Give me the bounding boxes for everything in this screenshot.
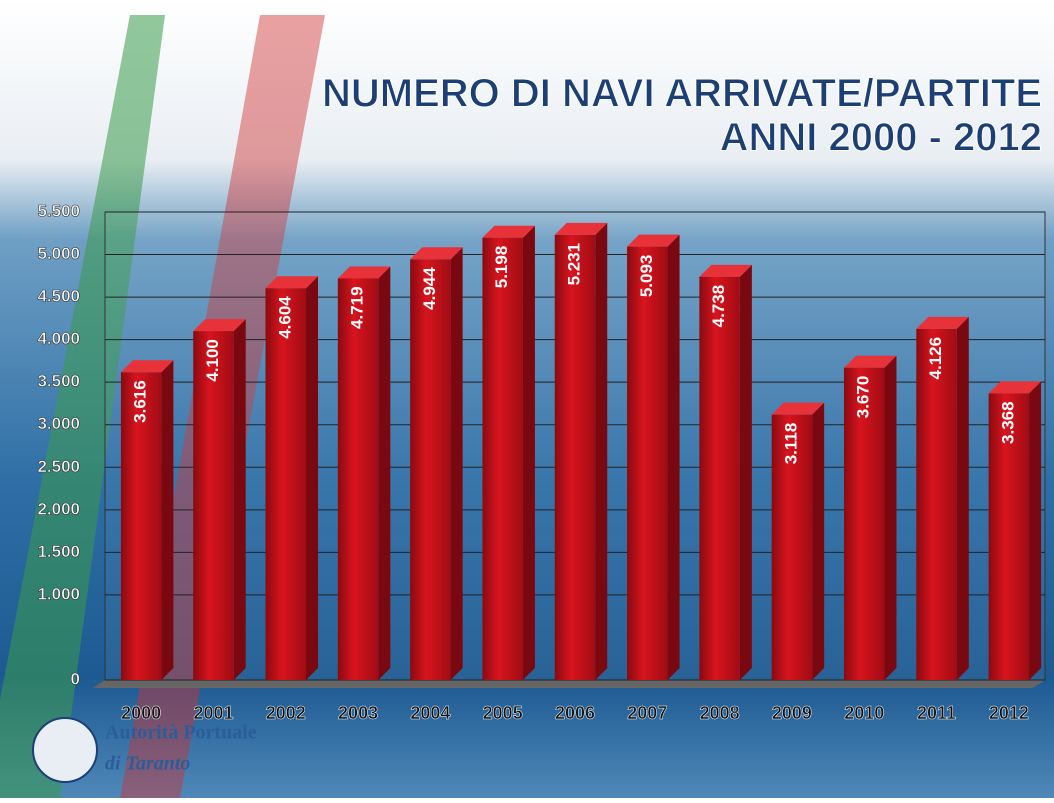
chart-title: NUMERO DI NAVI ARRIVATE/PARTITE xyxy=(322,72,1042,116)
x-tick-label: 2003 xyxy=(338,703,378,723)
value-label: 3.118 xyxy=(781,423,800,465)
bar-side xyxy=(378,266,390,680)
y-tick-label: 3.000 xyxy=(37,414,80,433)
x-tick-label: 2012 xyxy=(989,703,1029,723)
bar-side xyxy=(161,360,173,680)
x-tick-label: 2010 xyxy=(844,703,884,723)
bar xyxy=(627,247,667,680)
x-tick-label: 2009 xyxy=(772,703,812,723)
bar-side xyxy=(884,356,896,680)
x-tick-label: 2011 xyxy=(917,703,956,723)
value-label: 5.231 xyxy=(564,243,583,286)
y-tick-label: 3.500 xyxy=(37,372,80,391)
value-label: 4.604 xyxy=(275,296,294,339)
x-tick-label: 2000 xyxy=(121,703,161,723)
value-label: 5.198 xyxy=(492,246,511,289)
bar-side xyxy=(740,265,752,680)
x-tick-label: 2007 xyxy=(627,703,667,723)
y-tick-label: 0 xyxy=(71,669,80,688)
value-label: 3.616 xyxy=(131,380,150,423)
y-tick-label: 4.500 xyxy=(37,287,80,306)
floor xyxy=(93,680,1045,688)
y-tick-label: 1.500 xyxy=(37,542,80,561)
bar xyxy=(699,277,739,680)
bar-side xyxy=(668,235,680,680)
value-label: 3.670 xyxy=(854,376,873,419)
x-tick-label: 2008 xyxy=(700,703,740,723)
bar xyxy=(555,235,595,680)
bar xyxy=(193,331,233,680)
bar-side xyxy=(451,247,463,680)
value-label: 4.738 xyxy=(709,285,728,328)
logo-line2: di Taranto xyxy=(105,753,190,775)
bar xyxy=(410,259,450,680)
bar xyxy=(916,329,956,680)
bar-side xyxy=(957,317,969,680)
bar xyxy=(338,278,378,680)
y-tick-label: 2.500 xyxy=(37,457,80,476)
y-tick-label: 4.000 xyxy=(37,329,80,348)
bar-side xyxy=(812,403,824,680)
x-tick-label: 2006 xyxy=(555,703,595,723)
value-label: 5.093 xyxy=(637,255,656,298)
value-label: 4.126 xyxy=(926,337,945,380)
logo-emblem xyxy=(33,718,97,782)
bar xyxy=(266,288,306,680)
chart-subtitle: ANNI 2000 - 2012 xyxy=(720,116,1042,160)
bar-side xyxy=(234,319,246,680)
x-tick-label: 2001 xyxy=(193,703,233,723)
y-tick-label: 1.000 xyxy=(37,584,80,603)
bar xyxy=(482,238,522,680)
y-tick-label: 2.000 xyxy=(37,499,80,518)
bar-side xyxy=(523,226,535,680)
bar-side xyxy=(1029,381,1041,680)
slide: NUMERO DI NAVI ARRIVATE/PARTITE ANNI 200… xyxy=(0,0,1054,798)
bar-side xyxy=(306,276,318,680)
x-tick-label: 2004 xyxy=(410,703,450,723)
y-tick-label: 5.000 xyxy=(37,244,80,263)
value-label: 4.719 xyxy=(348,286,367,329)
value-label: 4.100 xyxy=(203,339,222,382)
value-label: 4.944 xyxy=(420,267,439,310)
x-tick-label: 2005 xyxy=(483,703,523,723)
value-label: 3.368 xyxy=(998,401,1017,444)
logo-line1: Autorità Portuale xyxy=(105,722,257,744)
y-tick-label: 5.500 xyxy=(37,201,80,220)
bar-side xyxy=(595,223,607,680)
plot: 0 1.000 1.500 2.000 2.500 3.000 3.500 4.000 4.50… xyxy=(37,201,1045,722)
x-tick-label: 2002 xyxy=(266,703,306,723)
